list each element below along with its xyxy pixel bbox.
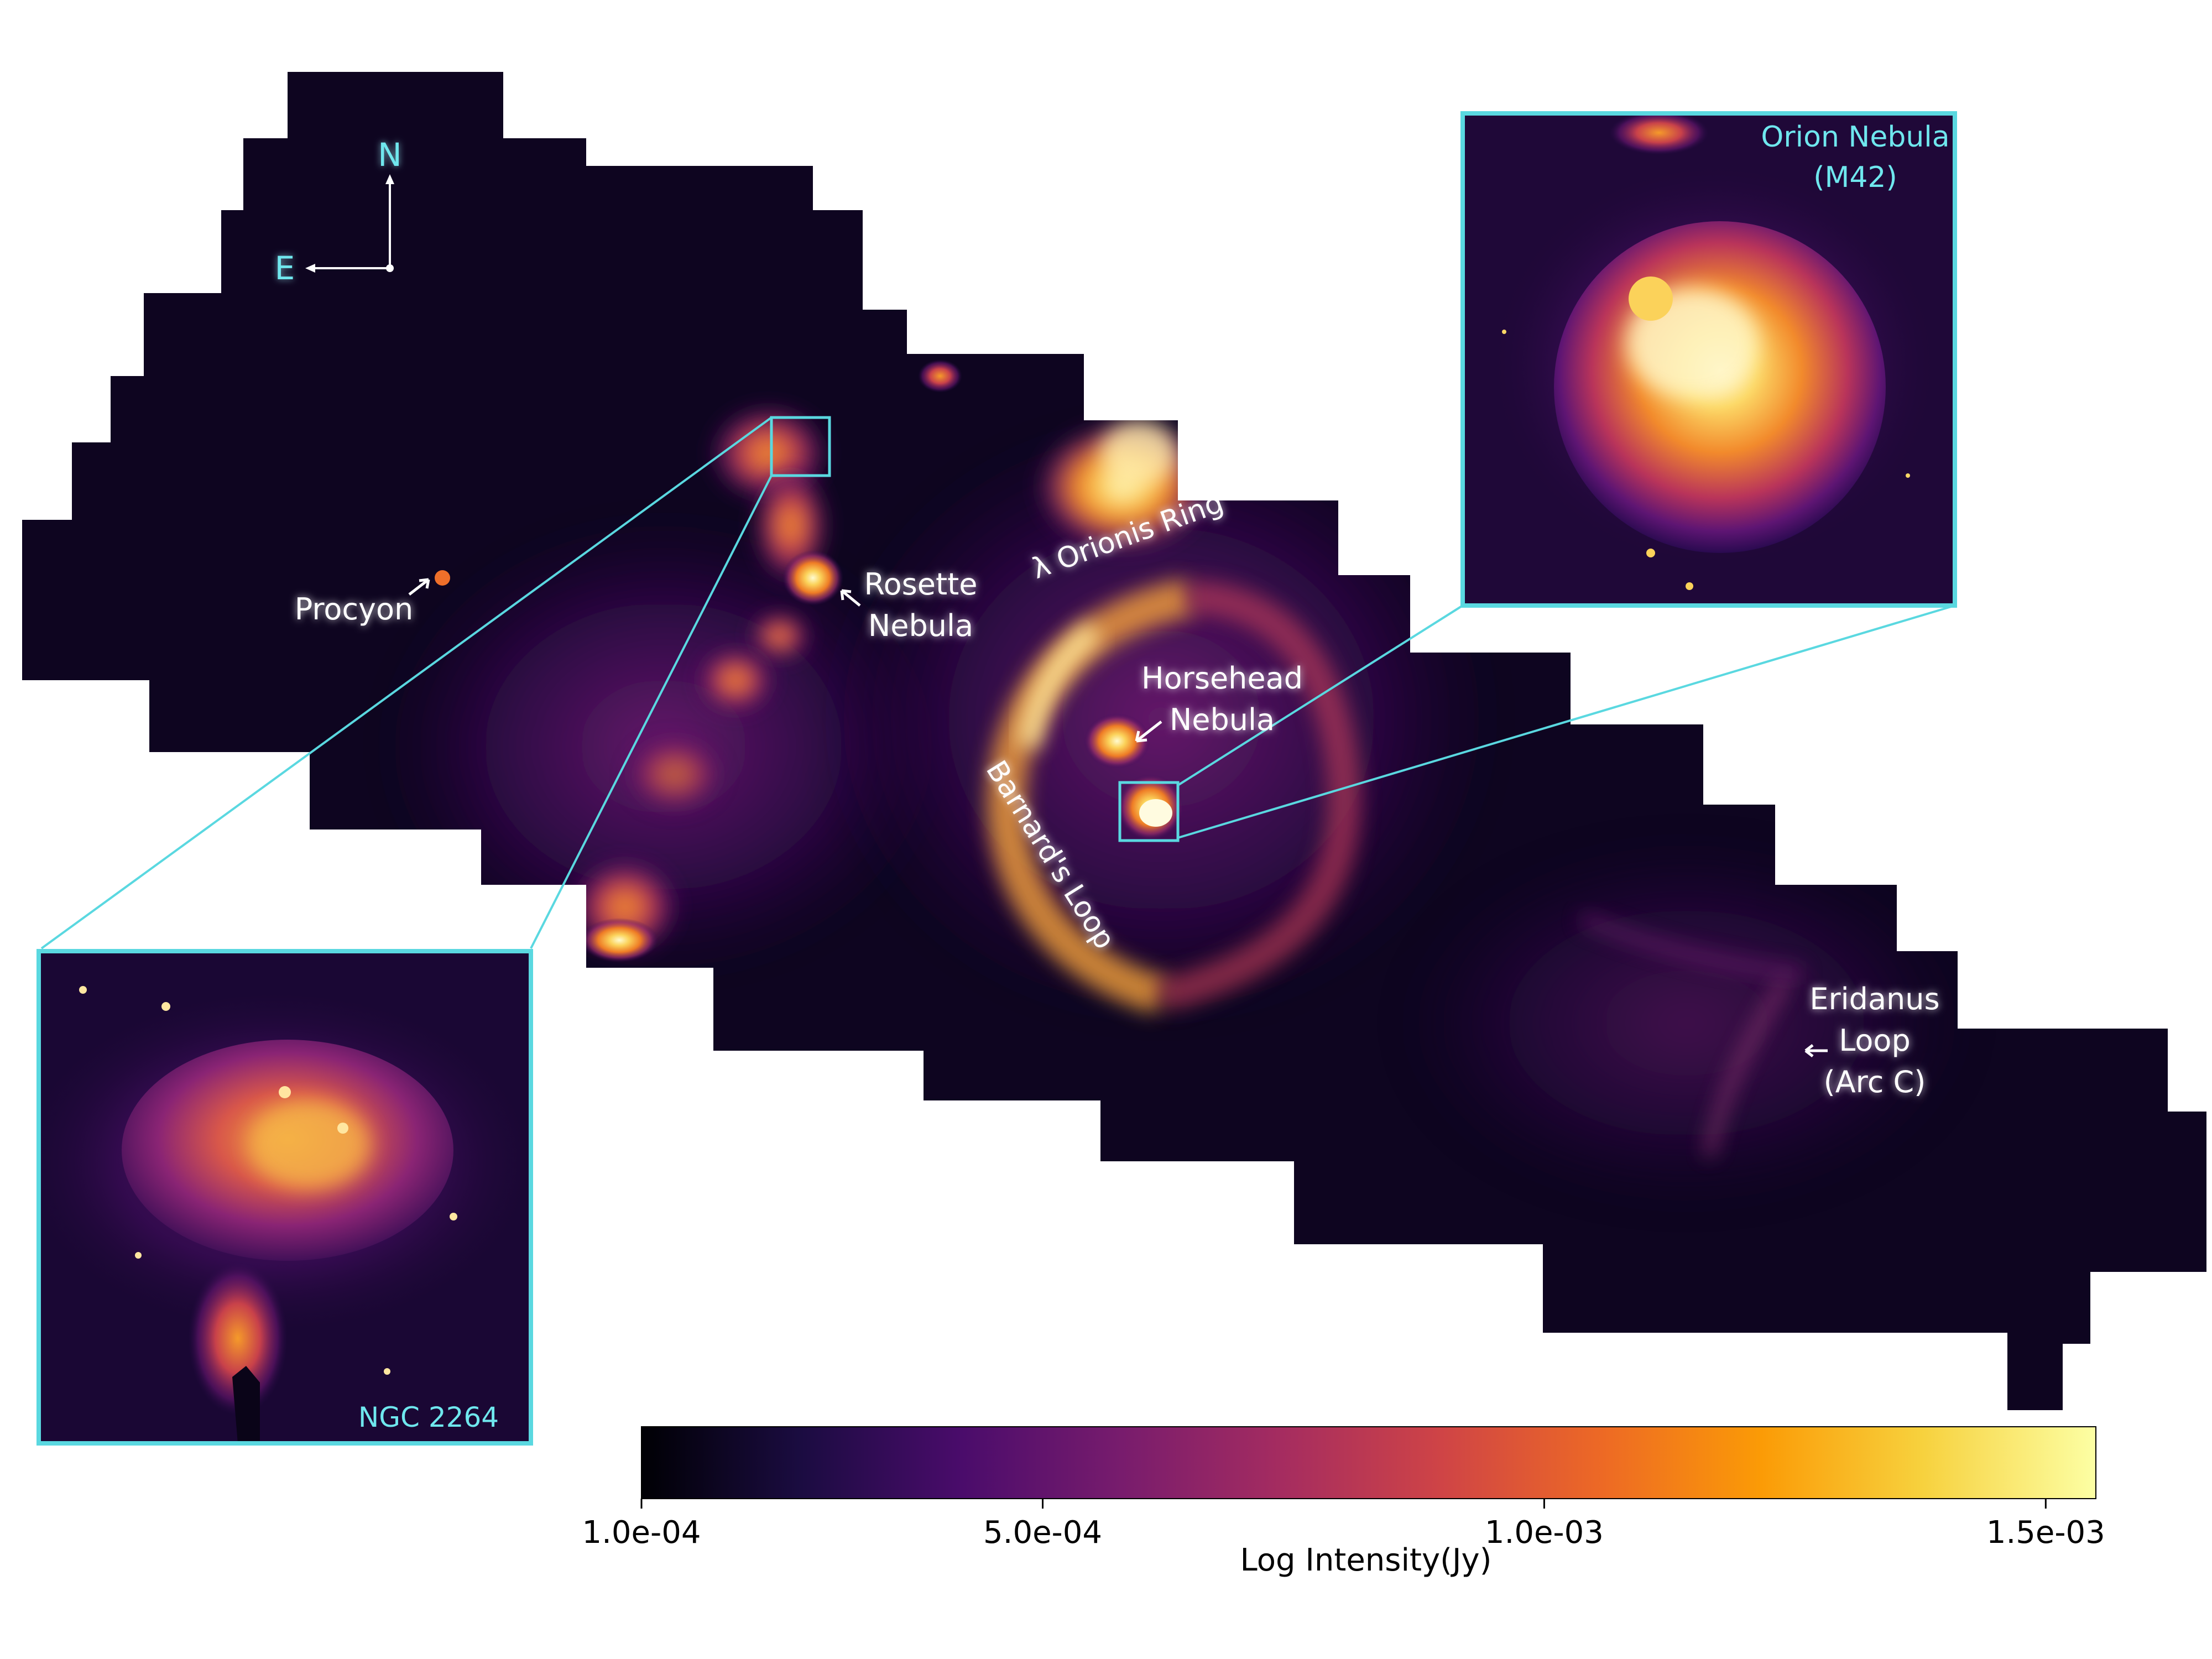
horsehead-label-line2: Nebula: [1170, 702, 1275, 737]
ngc2264-inset-frame: [36, 949, 533, 1446]
procyon-label: Procyon: [295, 592, 414, 627]
colorbar-tick-label: 1.0e-03: [1485, 1515, 1604, 1551]
ngc2264-inset: NGC 2264: [36, 949, 533, 1446]
compass-rose: N E: [275, 136, 402, 287]
orion-selection-box: [1118, 781, 1180, 842]
sky-mosaic: [22, 72, 2206, 1410]
ngc2264-selection-box: [770, 416, 831, 477]
eridanus-label-line2: Loop: [1839, 1023, 1911, 1058]
compass-north-label: N: [378, 136, 401, 174]
colorbar: 1.0e-04 5.0e-04 1.0e-03 1.5e-03 Log Intensi…: [582, 1426, 2105, 1578]
compass-east-arrow-icon: [305, 264, 315, 273]
horsehead-arrow-icon: [1135, 721, 1162, 743]
colorbar-label: Log Intensity(Jy): [1240, 1542, 1492, 1578]
compass-east-label: E: [275, 249, 295, 287]
eridanus-label-line1: Eridanus: [1809, 982, 1939, 1016]
eridanus-label-line3: (Arc C): [1824, 1065, 1926, 1099]
rosette-label-line1: Rosette: [864, 567, 977, 602]
colorbar-gradient: [641, 1426, 2096, 1499]
compass-north-arrow-icon: [385, 174, 394, 184]
orion-inset-title-line1: Orion Nebula: [1761, 121, 1949, 154]
colorbar-tick-label: 1.0e-04: [582, 1515, 701, 1551]
compass-center-dot: [386, 264, 394, 272]
rosette-label-line2: Nebula: [868, 608, 973, 643]
colorbar-tick-label: 5.0e-04: [983, 1515, 1102, 1551]
orion-inset-title-line2: (M42): [1813, 161, 1897, 194]
procyon-arrow-icon: [408, 578, 430, 596]
rosette-arrow-icon: [840, 589, 861, 607]
inset-connector-lines: [40, 416, 1955, 950]
colorbar-tick-label: 1.5e-03: [1986, 1515, 2105, 1551]
horsehead-label-line1: Horsehead: [1141, 661, 1303, 696]
ngc2264-inset-title: NGC 2264: [358, 1401, 499, 1433]
orion-inset-frame: [1460, 111, 1957, 608]
colorbar-ticks: 1.0e-04 5.0e-04 1.0e-03 1.5e-03: [582, 1499, 2105, 1551]
eridanus-arrow-icon: [1804, 1044, 1828, 1057]
orion-nebula-inset: Orion Nebula (M42): [1460, 111, 1957, 608]
